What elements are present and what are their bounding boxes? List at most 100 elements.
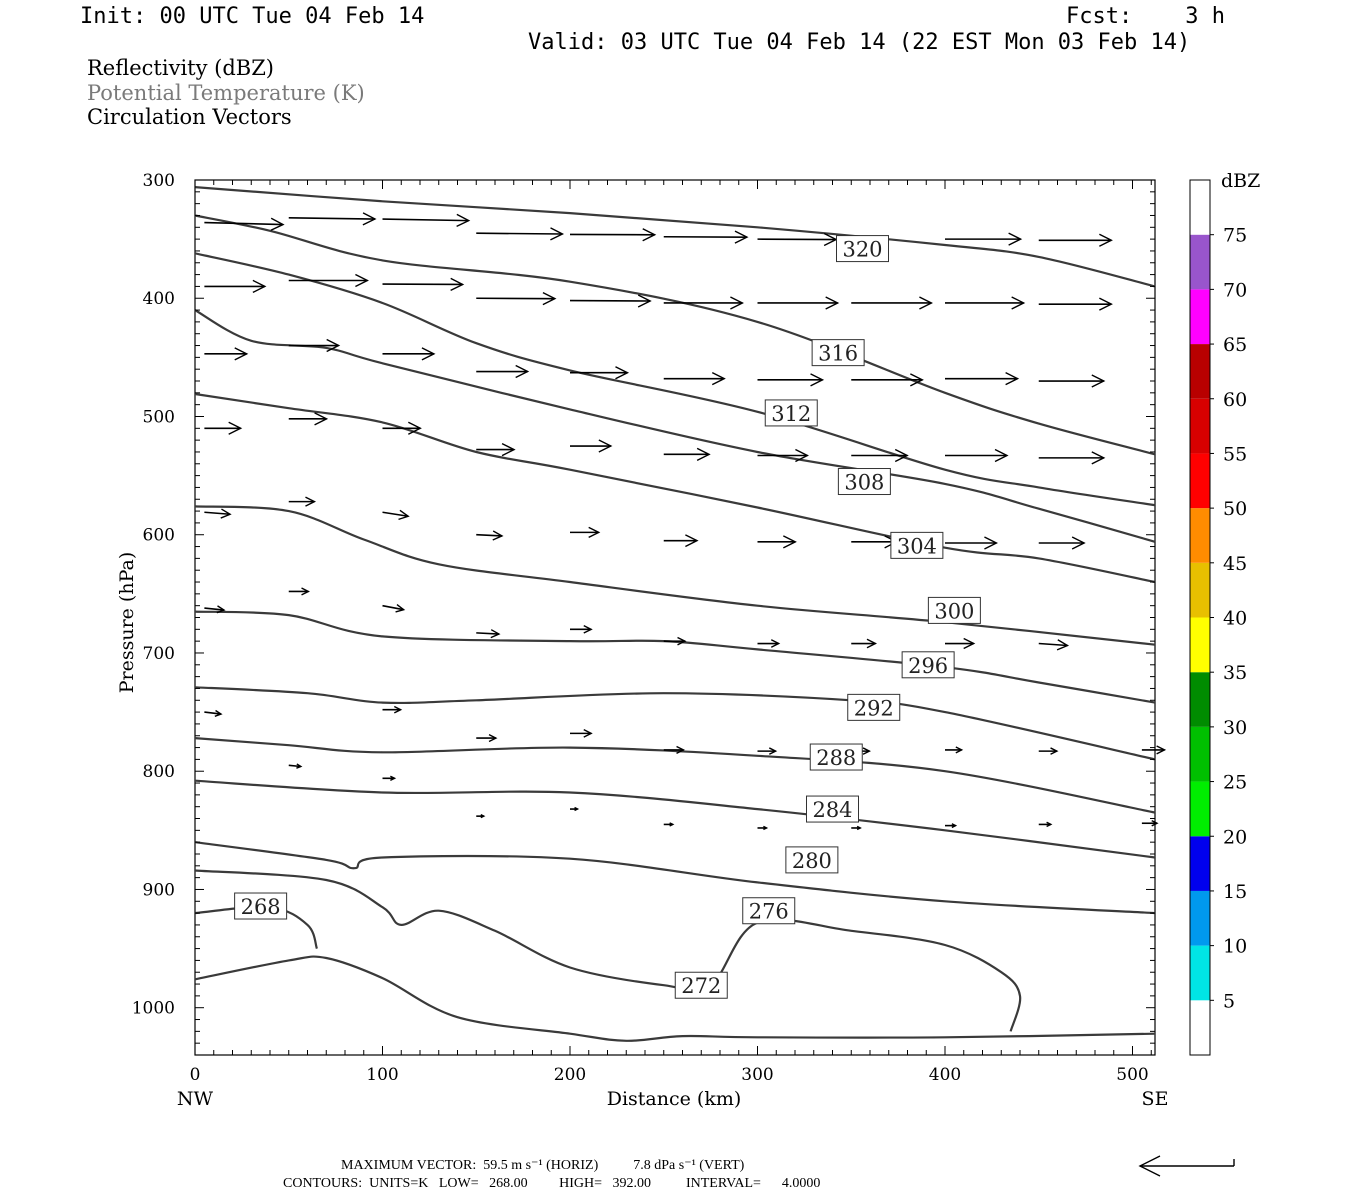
circulation-vector xyxy=(204,511,231,516)
colorbar-swatch xyxy=(1190,672,1210,727)
colorbar-title: dBZ xyxy=(1221,170,1260,192)
contour-label-284: 284 xyxy=(812,798,852,822)
contour-label-box xyxy=(234,892,288,920)
colorbar-swatch xyxy=(1190,836,1210,891)
colorbar-label: 70 xyxy=(1223,279,1247,301)
vector-head xyxy=(234,347,249,361)
contour-label-box xyxy=(809,743,863,771)
vector-head xyxy=(669,822,675,827)
colorbar-label: 65 xyxy=(1223,334,1247,356)
contour-label-276: 276 xyxy=(749,900,789,924)
colorbar-label: 40 xyxy=(1223,608,1247,630)
colorbar-label: 75 xyxy=(1223,225,1247,247)
vector-head xyxy=(480,814,486,819)
vector-head xyxy=(355,273,369,288)
circulation-vector xyxy=(476,632,499,635)
contour-label-box xyxy=(890,531,944,559)
x-left-label: NW xyxy=(177,1088,214,1110)
theta-contour-320 xyxy=(194,186,1156,288)
plot-frame xyxy=(194,179,1156,1056)
contour-label-280: 280 xyxy=(792,849,832,873)
theta-contour-316 xyxy=(194,214,1156,456)
colorbar-label: 60 xyxy=(1223,389,1247,411)
vector-head xyxy=(326,338,341,353)
contour-label-308: 308 xyxy=(844,471,884,495)
contour-label-320: 320 xyxy=(842,238,882,262)
colorbar-label: 50 xyxy=(1223,498,1247,520)
vector-head xyxy=(515,364,530,379)
vector-head xyxy=(214,709,223,717)
colorbar-label: 45 xyxy=(1223,553,1247,575)
vector-head xyxy=(501,442,516,457)
theta-contour-300 xyxy=(194,505,1156,646)
vector-head xyxy=(252,279,267,294)
vector-head xyxy=(1151,819,1159,827)
contour-label-296: 296 xyxy=(908,654,948,678)
vector-head xyxy=(866,638,878,649)
circulation-vector xyxy=(1038,642,1068,647)
colorbar-swatch xyxy=(1190,398,1210,454)
x-tick-label: 300 xyxy=(741,1065,773,1085)
contour-label-316: 316 xyxy=(818,342,858,366)
theta-contour-280 xyxy=(194,841,1156,915)
circulation-vector xyxy=(476,232,563,235)
field-vectors-label: Circulation Vectors xyxy=(87,105,292,129)
vector-head xyxy=(763,825,769,831)
vector-head xyxy=(228,421,243,435)
contour-label-292: 292 xyxy=(854,696,894,720)
vector-head xyxy=(894,448,909,463)
max-vector-text: MAXIMUM VECTOR: 59.5 m s⁻¹ (HORIZ) 7.8 d… xyxy=(341,1158,745,1173)
vector-head xyxy=(456,213,471,228)
forecast-hour: Fcst: 3 h xyxy=(1066,4,1225,29)
vector-head xyxy=(598,439,613,453)
vector-head xyxy=(1008,232,1023,246)
vector-head xyxy=(305,496,317,507)
contour-label-304: 304 xyxy=(897,534,937,558)
x-tick-label: 500 xyxy=(1116,1065,1148,1085)
colorbar-label: 5 xyxy=(1223,990,1235,1012)
theta-contour-284 xyxy=(194,779,1156,859)
circulation-vector xyxy=(204,607,225,611)
vector-head xyxy=(408,421,422,435)
contour-label-box xyxy=(927,596,981,624)
theta-contour-304 xyxy=(194,392,1156,584)
colorbar-swatch xyxy=(1190,890,1210,946)
colorbar-swatch xyxy=(1190,289,1210,345)
vector-head xyxy=(1050,747,1059,755)
theta-contour-308 xyxy=(194,309,1156,543)
circulation-vector xyxy=(204,221,284,226)
vector-head xyxy=(615,366,630,380)
valid-time: Valid: 03 UTC Tue 04 Feb 14 (22 EST Mon … xyxy=(528,30,1191,55)
vector-head xyxy=(393,705,403,714)
field-theta-label: Potential Temperature (K) xyxy=(87,81,365,105)
circulation-vector xyxy=(382,604,404,611)
colorbar-label: 15 xyxy=(1223,881,1247,903)
vector-head xyxy=(984,536,998,550)
vector-head xyxy=(825,296,840,310)
colorbar-swatch xyxy=(1190,945,1210,1001)
colorbar-swatch xyxy=(1190,180,1210,235)
circulation-vector xyxy=(204,711,222,715)
colorbar-label: 20 xyxy=(1223,826,1247,848)
colorbar-label: 30 xyxy=(1223,717,1247,739)
vector-head xyxy=(730,296,744,310)
y-tick-label: 400 xyxy=(143,289,175,309)
colorbar-swatch xyxy=(1190,453,1210,509)
circulation-vector xyxy=(288,764,301,768)
colorbar-label: 25 xyxy=(1223,772,1247,794)
colorbar-label: 35 xyxy=(1223,662,1247,684)
vector-head xyxy=(1046,821,1053,828)
vector-head xyxy=(994,448,1009,463)
vector-head xyxy=(492,530,504,541)
x-tick-label: 200 xyxy=(554,1065,586,1085)
contour-label-300: 300 xyxy=(934,599,974,623)
vector-head xyxy=(270,217,285,231)
contour-label-288: 288 xyxy=(816,746,856,770)
vector-head xyxy=(1056,639,1070,651)
vector-head xyxy=(1005,372,1020,386)
reference-vector-head xyxy=(1138,1155,1161,1177)
vector-head xyxy=(216,605,226,614)
theta-contour-312 xyxy=(194,252,1156,507)
vector-head xyxy=(583,624,593,634)
